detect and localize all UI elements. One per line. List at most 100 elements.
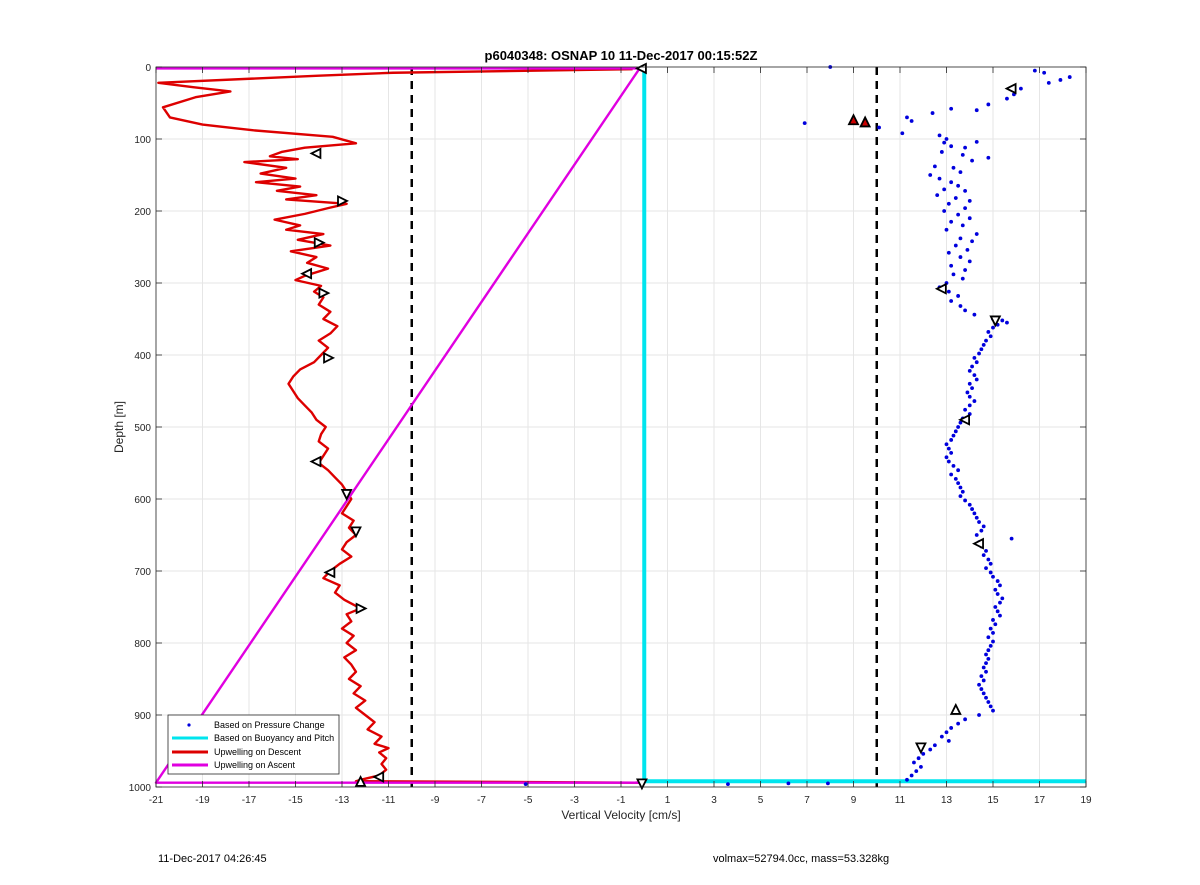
data-point — [967, 368, 972, 373]
data-point — [991, 325, 995, 330]
data-point — [951, 433, 956, 438]
triangle-marker — [859, 115, 872, 128]
data-point — [967, 199, 972, 203]
data-point — [986, 700, 991, 704]
y-tick-label: 200 — [134, 207, 151, 218]
data-point — [944, 455, 949, 460]
data-point — [949, 180, 954, 185]
data-point — [951, 165, 956, 170]
data-point — [946, 250, 951, 255]
data-point — [972, 373, 977, 378]
reference-lines — [410, 67, 878, 787]
data-point — [995, 579, 1000, 583]
data-point — [946, 446, 951, 451]
data-point — [942, 140, 947, 145]
x-tick-label: -15 — [288, 795, 303, 806]
data-point — [951, 272, 956, 277]
series-upwelling-on-descent — [157, 67, 645, 784]
data-point — [970, 386, 974, 391]
data-point — [984, 652, 988, 657]
data-point — [726, 782, 730, 787]
data-point — [953, 429, 958, 434]
data-point — [970, 158, 974, 163]
data-point — [909, 119, 914, 123]
data-point — [977, 682, 981, 687]
legend-swatch-pressure — [187, 723, 191, 727]
y-tick-label: 800 — [134, 639, 151, 650]
data-point — [958, 494, 963, 499]
x-tick-label: 15 — [987, 795, 999, 806]
data-point — [967, 216, 972, 221]
legend-entry-pressure: Based on Pressure Change — [187, 720, 325, 730]
triangle-marker — [313, 236, 326, 249]
data-point — [1000, 318, 1005, 323]
series-upwelling-on-ascent — [154, 67, 645, 784]
x-tick-label: 1 — [665, 795, 671, 806]
triangle-marker — [934, 282, 947, 295]
data-point — [979, 674, 984, 679]
triangle-marker — [323, 351, 336, 364]
data-point — [1042, 70, 1047, 75]
y-tick-label: 900 — [134, 711, 151, 722]
data-point — [1032, 68, 1037, 73]
data-point — [946, 289, 951, 294]
data-point — [905, 777, 909, 782]
triangle-marker — [1004, 82, 1017, 95]
data-point — [984, 548, 988, 553]
data-point — [956, 294, 961, 298]
legend-entry-ascent: Upwelling on Ascent — [172, 760, 296, 770]
data-point — [979, 687, 984, 691]
data-point — [914, 769, 919, 774]
data-point — [981, 343, 986, 347]
chart-title: p6040348: OSNAP 10 11-Dec-2017 00:15:52Z — [485, 48, 758, 63]
legend-label-descent: Upwelling on Descent — [214, 747, 302, 757]
data-point — [986, 330, 991, 334]
data-point — [935, 193, 940, 198]
triangle-marker — [958, 413, 970, 426]
data-point — [909, 773, 914, 778]
data-point — [986, 155, 991, 160]
data-point — [977, 713, 981, 717]
data-point — [949, 106, 954, 111]
data-point — [1058, 78, 1063, 82]
data-point — [937, 176, 942, 181]
triangle-marker — [349, 526, 362, 539]
data-point — [970, 507, 974, 511]
data-point — [958, 304, 963, 308]
data-point — [949, 438, 954, 442]
data-point — [949, 472, 954, 477]
series-based-on-pressure-change — [523, 65, 1072, 787]
x-tick-label: 13 — [941, 795, 953, 806]
data-point — [960, 489, 965, 494]
data-point — [974, 232, 979, 236]
data-point — [905, 115, 909, 120]
legend-label-ascent: Upwelling on Ascent — [214, 760, 296, 770]
data-point — [984, 338, 988, 343]
x-tick-label: -21 — [149, 795, 164, 806]
data-point — [946, 459, 951, 464]
legend-entry-buoyancy: Based on Buoyancy and Pitch — [172, 733, 334, 743]
data-point — [991, 708, 995, 713]
data-point — [991, 574, 995, 579]
data-point — [956, 721, 961, 726]
data-point — [963, 145, 967, 150]
data-point — [981, 524, 986, 529]
x-tick-label: -9 — [431, 795, 440, 806]
triangle-marker — [355, 602, 368, 615]
legend-box — [167, 714, 340, 775]
data-point — [946, 739, 951, 743]
data-point — [802, 121, 807, 126]
series-line — [157, 67, 645, 784]
data-point — [944, 227, 949, 232]
triangle-marker — [635, 778, 648, 791]
data-point — [981, 678, 986, 683]
triangle-marker — [989, 315, 1002, 328]
x-tick-label: -5 — [524, 795, 533, 806]
data-point — [949, 144, 954, 149]
footer-glider-params: volmax=52794.0cc, mass=53.328kg — [713, 853, 890, 865]
data-point — [953, 243, 958, 248]
data-point — [939, 734, 944, 739]
data-point — [932, 164, 937, 169]
triangle-marker — [318, 287, 331, 300]
data-point — [967, 259, 972, 264]
